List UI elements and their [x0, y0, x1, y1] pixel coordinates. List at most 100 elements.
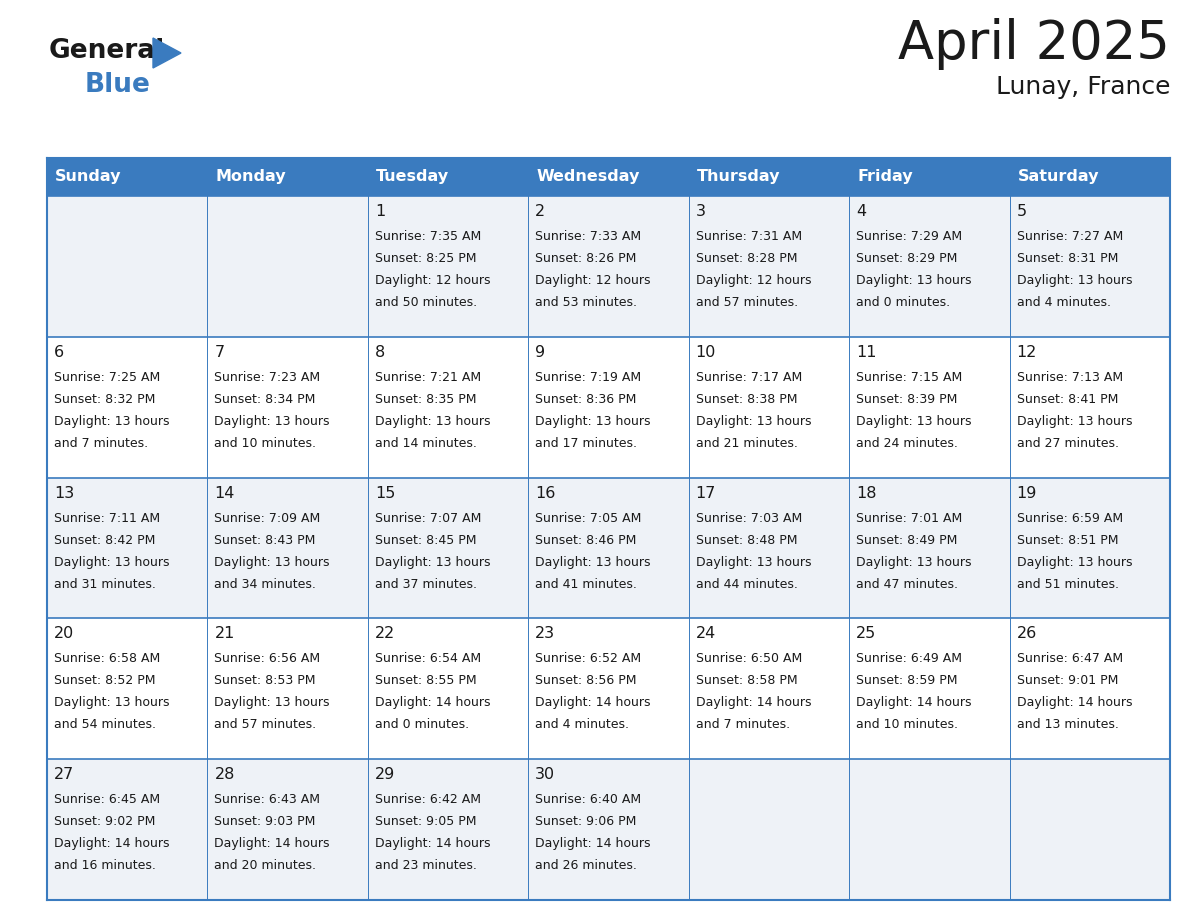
Text: Sunrise: 6:56 AM: Sunrise: 6:56 AM [214, 653, 321, 666]
Text: Sunrise: 7:17 AM: Sunrise: 7:17 AM [696, 371, 802, 384]
Text: 26: 26 [1017, 626, 1037, 642]
Text: 16: 16 [536, 486, 556, 500]
Text: Sunset: 9:06 PM: Sunset: 9:06 PM [536, 815, 637, 828]
Text: and 4 minutes.: and 4 minutes. [536, 719, 630, 732]
Bar [689, 477, 849, 619]
Text: Sunrise: 7:19 AM: Sunrise: 7:19 AM [536, 371, 642, 384]
Text: Daylight: 13 hours: Daylight: 13 hours [1017, 415, 1132, 428]
Text: Sunset: 8:26 PM: Sunset: 8:26 PM [536, 252, 637, 265]
Text: 27: 27 [53, 767, 74, 782]
Text: Sunset: 8:36 PM: Sunset: 8:36 PM [536, 393, 637, 406]
Text: Daylight: 13 hours: Daylight: 13 hours [53, 415, 170, 428]
Text: Sunset: 8:42 PM: Sunset: 8:42 PM [53, 533, 156, 546]
Text: and 0 minutes.: and 0 minutes. [375, 719, 469, 732]
Text: Daylight: 14 hours: Daylight: 14 hours [53, 837, 170, 850]
Text: Daylight: 13 hours: Daylight: 13 hours [1017, 274, 1132, 287]
Text: Saturday: Saturday [1018, 170, 1099, 185]
Text: Sunset: 9:01 PM: Sunset: 9:01 PM [1017, 675, 1118, 688]
Bar [368, 619, 529, 759]
Bar [48, 196, 208, 337]
Text: Daylight: 12 hours: Daylight: 12 hours [696, 274, 811, 287]
Text: 30: 30 [536, 767, 556, 782]
Bar [689, 337, 849, 477]
Text: and 47 minutes.: and 47 minutes. [857, 577, 959, 590]
Bar [208, 337, 368, 477]
Text: and 57 minutes.: and 57 minutes. [214, 719, 316, 732]
Text: Sunset: 8:28 PM: Sunset: 8:28 PM [696, 252, 797, 265]
Text: 6: 6 [53, 345, 64, 360]
Text: and 41 minutes.: and 41 minutes. [536, 577, 637, 590]
Bar [1010, 619, 1170, 759]
Text: and 51 minutes.: and 51 minutes. [1017, 577, 1119, 590]
Text: Sunset: 8:32 PM: Sunset: 8:32 PM [53, 393, 156, 406]
Text: and 31 minutes.: and 31 minutes. [53, 577, 156, 590]
Text: 19: 19 [1017, 486, 1037, 500]
Text: Thursday: Thursday [696, 170, 781, 185]
Text: 5: 5 [1017, 204, 1026, 219]
Text: Sunrise: 6:43 AM: Sunrise: 6:43 AM [214, 793, 321, 806]
Bar [1010, 477, 1170, 619]
Text: Sunrise: 6:58 AM: Sunrise: 6:58 AM [53, 653, 160, 666]
Text: Daylight: 13 hours: Daylight: 13 hours [375, 555, 491, 568]
Text: Sunset: 8:38 PM: Sunset: 8:38 PM [696, 393, 797, 406]
Text: Sunrise: 6:59 AM: Sunrise: 6:59 AM [1017, 511, 1123, 524]
Text: 12: 12 [1017, 345, 1037, 360]
Bar [208, 477, 368, 619]
Text: Sunset: 8:35 PM: Sunset: 8:35 PM [375, 393, 476, 406]
Text: Daylight: 13 hours: Daylight: 13 hours [857, 415, 972, 428]
Text: Sunset: 8:49 PM: Sunset: 8:49 PM [857, 533, 958, 546]
Text: Sunset: 8:52 PM: Sunset: 8:52 PM [53, 675, 156, 688]
Text: 29: 29 [375, 767, 396, 782]
Text: 17: 17 [696, 486, 716, 500]
Text: 15: 15 [375, 486, 396, 500]
Bar [1010, 337, 1170, 477]
Text: Daylight: 13 hours: Daylight: 13 hours [214, 555, 330, 568]
Text: Sunrise: 7:07 AM: Sunrise: 7:07 AM [375, 511, 481, 524]
Text: Sunrise: 7:27 AM: Sunrise: 7:27 AM [1017, 230, 1123, 243]
Bar [1010, 196, 1170, 337]
Text: and 7 minutes.: and 7 minutes. [53, 437, 148, 450]
Text: 4: 4 [857, 204, 866, 219]
Bar [368, 196, 529, 337]
Text: and 14 minutes.: and 14 minutes. [375, 437, 476, 450]
Text: Sunrise: 7:23 AM: Sunrise: 7:23 AM [214, 371, 321, 384]
Text: and 23 minutes.: and 23 minutes. [375, 859, 476, 872]
Text: and 26 minutes.: and 26 minutes. [536, 859, 637, 872]
Text: Sunrise: 7:01 AM: Sunrise: 7:01 AM [857, 511, 962, 524]
Text: Sunrise: 7:33 AM: Sunrise: 7:33 AM [536, 230, 642, 243]
Text: and 57 minutes.: and 57 minutes. [696, 296, 798, 309]
Text: Sunset: 8:46 PM: Sunset: 8:46 PM [536, 533, 637, 546]
Text: Daylight: 14 hours: Daylight: 14 hours [857, 697, 972, 710]
Text: 9: 9 [536, 345, 545, 360]
Text: 28: 28 [214, 767, 235, 782]
Bar [689, 619, 849, 759]
Text: Daylight: 13 hours: Daylight: 13 hours [696, 415, 811, 428]
Text: Daylight: 13 hours: Daylight: 13 hours [536, 415, 651, 428]
Bar [529, 337, 689, 477]
Text: Sunset: 8:48 PM: Sunset: 8:48 PM [696, 533, 797, 546]
Text: Daylight: 14 hours: Daylight: 14 hours [536, 697, 651, 710]
Text: 24: 24 [696, 626, 716, 642]
Bar [208, 759, 368, 900]
Text: and 4 minutes.: and 4 minutes. [1017, 296, 1111, 309]
Bar [368, 477, 529, 619]
Bar [368, 337, 529, 477]
Text: and 50 minutes.: and 50 minutes. [375, 296, 478, 309]
Text: Sunset: 8:29 PM: Sunset: 8:29 PM [857, 252, 958, 265]
Text: 10: 10 [696, 345, 716, 360]
Text: 13: 13 [53, 486, 74, 500]
Text: Daylight: 14 hours: Daylight: 14 hours [536, 837, 651, 850]
Text: Sunset: 8:34 PM: Sunset: 8:34 PM [214, 393, 316, 406]
Text: Sunset: 8:51 PM: Sunset: 8:51 PM [1017, 533, 1118, 546]
Text: General: General [49, 38, 165, 64]
Text: Sunrise: 7:13 AM: Sunrise: 7:13 AM [1017, 371, 1123, 384]
Text: and 17 minutes.: and 17 minutes. [536, 437, 637, 450]
Text: and 27 minutes.: and 27 minutes. [1017, 437, 1119, 450]
Bar [48, 619, 208, 759]
Bar [208, 196, 368, 337]
Text: 11: 11 [857, 345, 877, 360]
Text: and 34 minutes.: and 34 minutes. [214, 577, 316, 590]
Text: 14: 14 [214, 486, 235, 500]
Text: Sunrise: 7:29 AM: Sunrise: 7:29 AM [857, 230, 962, 243]
Text: Sunrise: 7:21 AM: Sunrise: 7:21 AM [375, 371, 481, 384]
